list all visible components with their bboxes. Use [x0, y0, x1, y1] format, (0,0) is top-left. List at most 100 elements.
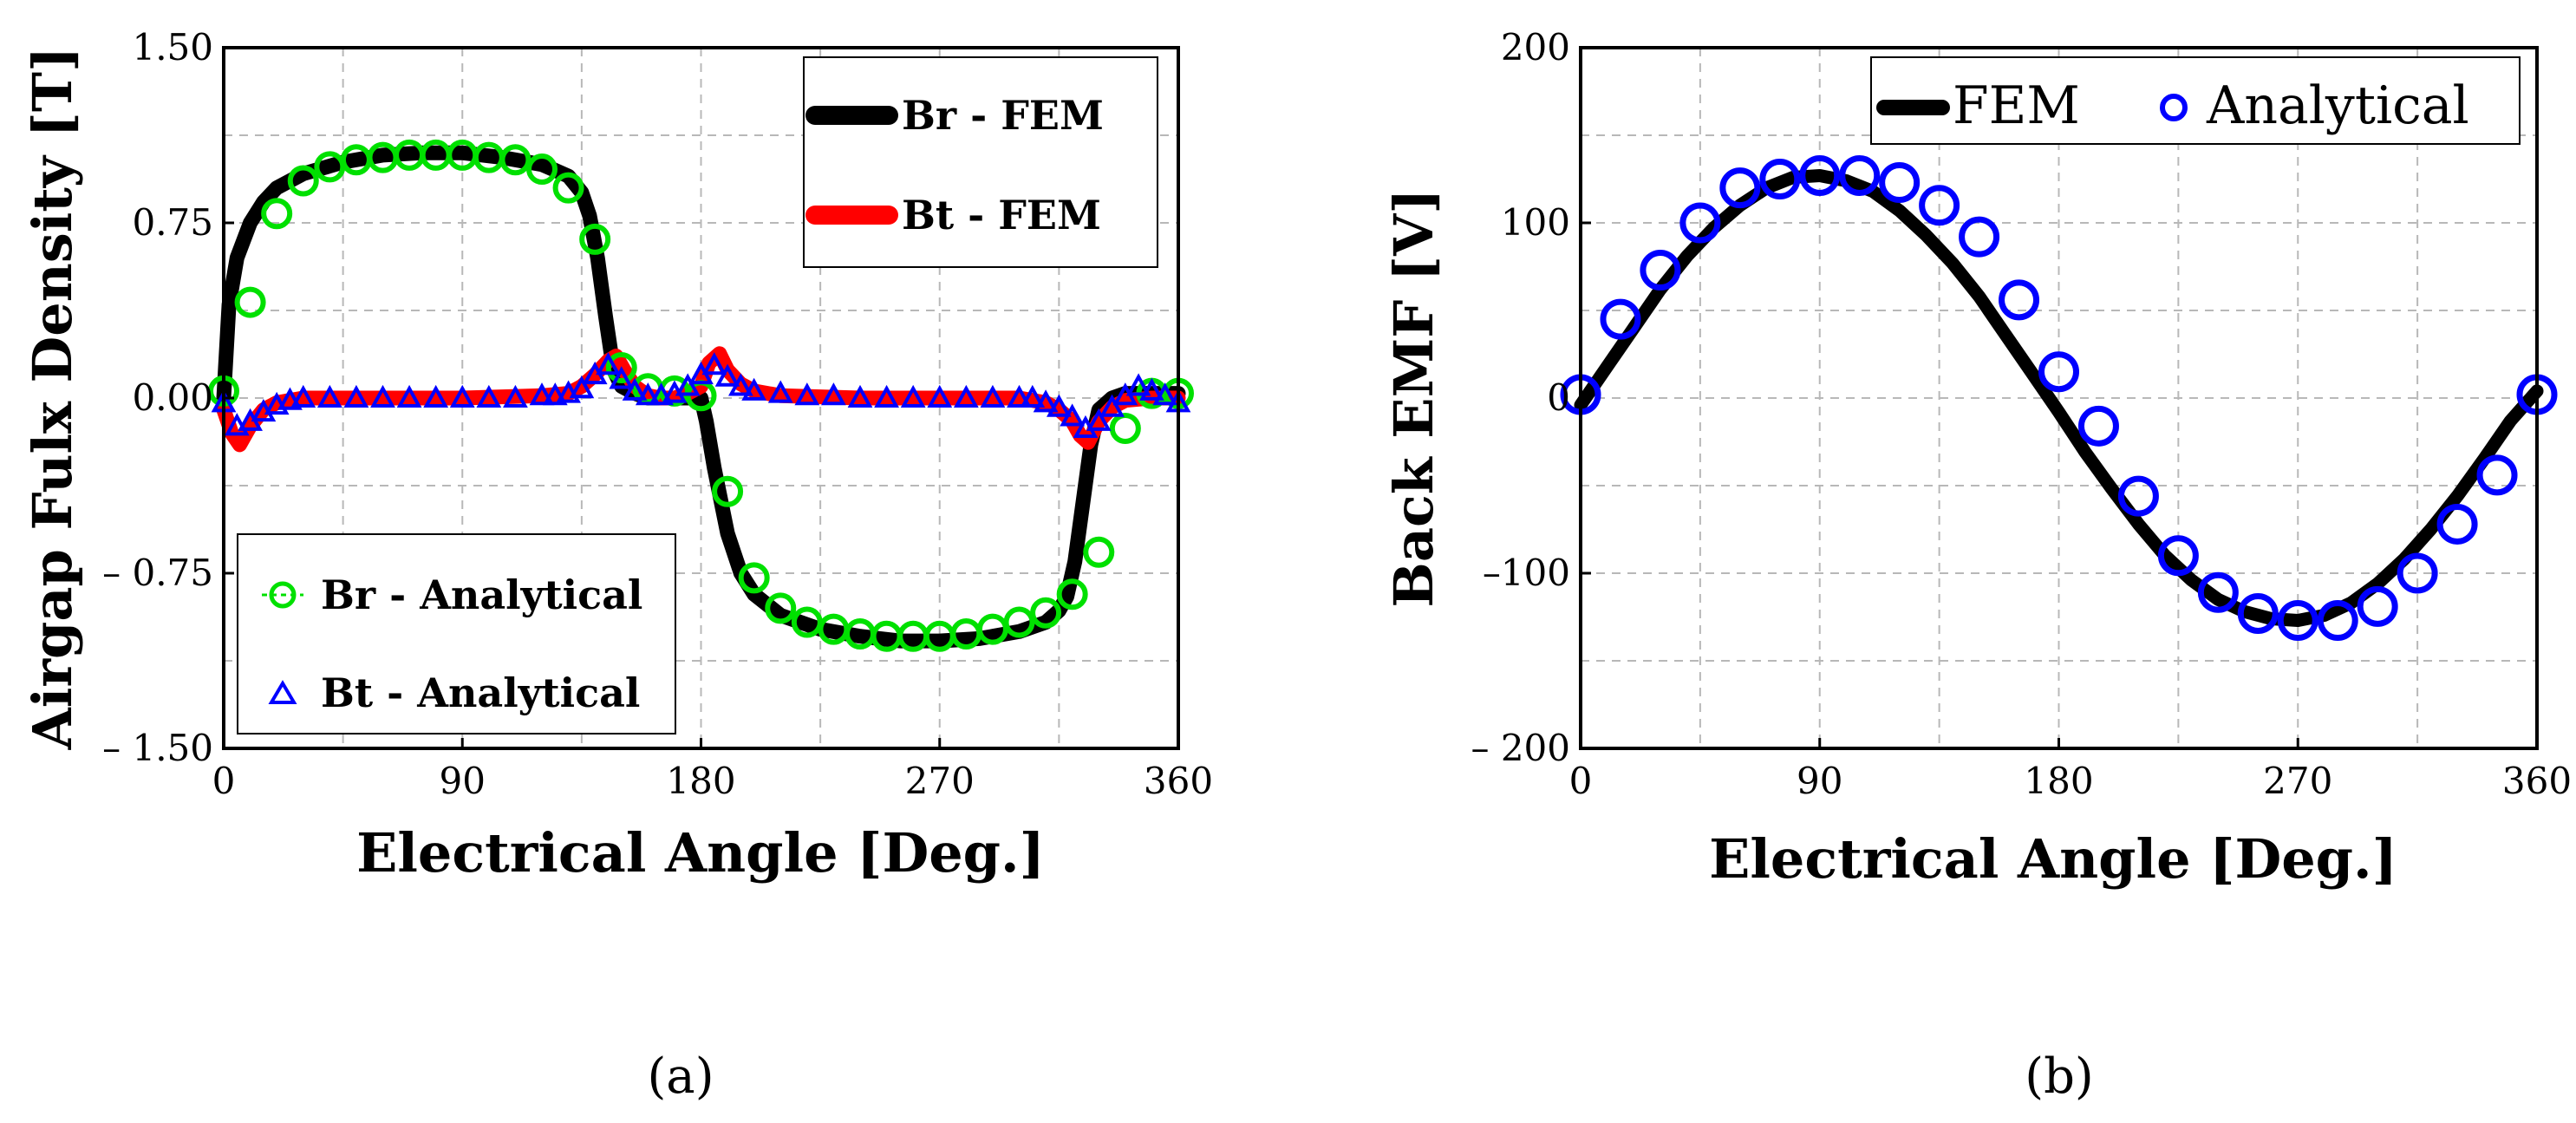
- point-bt-analytical: [635, 382, 661, 406]
- panel-a-legend-top: Br - FEM Bt - FEM: [803, 56, 1158, 268]
- point-bt-analytical: [874, 384, 899, 408]
- point-bt-analytical: [1152, 382, 1178, 406]
- point-bt-analytical: [622, 377, 648, 401]
- point-br-analytical: [1030, 597, 1062, 629]
- point-analytical: [2237, 592, 2279, 634]
- y-tick-label: 1.50: [132, 26, 213, 69]
- point-bt-analytical: [529, 382, 555, 406]
- panel-a-y-axis-label: Airgap Fulx Density [T]: [21, 47, 84, 751]
- point-br-analytical: [526, 153, 558, 186]
- point-br-analytical: [1083, 536, 1115, 568]
- x-tick-label: 90: [1797, 760, 1842, 802]
- point-bt-analytical: [701, 352, 727, 375]
- y-tick-label: – 1.50: [102, 727, 213, 769]
- point-analytical: [1759, 159, 1801, 199]
- point-analytical: [1719, 167, 1761, 209]
- panel-b-ticks: 0 90 180 270 360 – 200 –100 0 100 200: [1471, 26, 2572, 802]
- x-tick-label: 0: [212, 760, 236, 802]
- panel-b-legend-box: [1870, 56, 2521, 145]
- point-bt-analytical: [649, 382, 675, 406]
- point-br-analytical: [1109, 413, 1141, 445]
- point-bt-analytical: [767, 380, 793, 403]
- point-analytical: [2197, 571, 2239, 613]
- point-analytical: [1640, 250, 1681, 291]
- point-bt-analytical: [1086, 408, 1112, 431]
- legend-label-fem: FEM: [1953, 75, 2080, 136]
- point-br-analytical: [499, 144, 532, 176]
- x-tick-label: 180: [2024, 760, 2093, 802]
- legend-label-br-analytical: Br - Analytical: [321, 571, 642, 618]
- panel-a-x-axis-label: Electrical Angle [Deg.]: [356, 821, 1045, 885]
- point-br-analytical: [1056, 578, 1088, 610]
- legend-marker-bt-analytical: [268, 680, 297, 704]
- point-analytical: [1799, 154, 1841, 196]
- y-tick-label: 0.00: [132, 376, 213, 419]
- x-tick-label: 0: [1569, 760, 1593, 802]
- point-bt-analytical: [727, 373, 753, 396]
- point-br-analytical: [1003, 606, 1035, 638]
- point-bt-analytical: [900, 384, 926, 408]
- point-bt-analytical: [609, 366, 635, 389]
- point-bt-analytical: [370, 384, 395, 408]
- point-bt-analytical: [1139, 377, 1164, 401]
- x-tick-label: 270: [905, 760, 975, 802]
- y-tick-label: –100: [1483, 552, 1570, 594]
- legend-label-bt-analytical: Bt - Analytical: [321, 669, 640, 716]
- legend-label-analytical: Analytical: [2206, 75, 2469, 136]
- point-analytical: [2317, 600, 2358, 642]
- point-bt-analytical: [794, 382, 820, 406]
- x-tick-label: 360: [2502, 760, 2572, 802]
- point-analytical: [2077, 405, 2119, 447]
- point-bt-analytical: [821, 382, 846, 406]
- point-bt-analytical: [316, 384, 342, 408]
- panel-b-grid: [1581, 48, 2537, 748]
- y-tick-label: 100: [1501, 201, 1570, 244]
- point-analytical: [1999, 279, 2040, 321]
- panel-a-ticks: 0 90 180 270 360 – 1.50 – 0.75 0.00 0.75 1.50: [102, 26, 1213, 802]
- panel-a-legend-top-box: [803, 56, 1158, 268]
- point-bt-analytical: [596, 352, 621, 375]
- y-tick-label: 200: [1501, 26, 1570, 69]
- y-tick-label: 0: [1547, 376, 1570, 419]
- point-bt-analytical: [1020, 384, 1046, 408]
- point-bt-analytical: [714, 363, 740, 387]
- point-br-analytical: [261, 198, 293, 230]
- point-br-analytical: [738, 562, 770, 594]
- point-bt-analytical: [449, 384, 475, 408]
- point-bt-analytical: [927, 384, 953, 408]
- point-analytical: [2357, 585, 2398, 627]
- point-bt-analytical: [1060, 403, 1086, 427]
- point-bt-analytical: [1046, 394, 1072, 417]
- point-analytical: [2436, 503, 2478, 545]
- point-br-analytical: [605, 351, 637, 383]
- legend-marker-analytical: [2160, 94, 2188, 121]
- point-analytical: [2117, 475, 2159, 517]
- point-bt-analytical: [1099, 394, 1125, 417]
- legend-label-br-fem: Br - FEM: [902, 92, 1104, 139]
- point-analytical: [1600, 298, 1641, 340]
- point-analytical: [2277, 600, 2318, 642]
- panel-b-x-axis-label: Electrical Angle [Deg.]: [1709, 827, 2397, 891]
- panel-a-legend-bottom: Br - Analytical Bt - Analytical: [237, 533, 676, 735]
- y-tick-label: – 0.75: [102, 552, 213, 594]
- point-analytical: [1879, 162, 1921, 204]
- point-bt-analytical: [343, 384, 369, 408]
- point-br-analytical: [765, 592, 797, 624]
- point-br-analytical: [234, 286, 266, 318]
- point-br-analytical: [552, 172, 584, 204]
- point-bt-analytical: [503, 384, 528, 408]
- x-tick-label: 90: [440, 760, 486, 802]
- point-bt-analytical: [953, 384, 979, 408]
- point-bt-analytical: [277, 387, 303, 410]
- point-bt-analytical: [847, 384, 873, 408]
- point-br-analytical: [712, 475, 744, 507]
- x-tick-label: 270: [2263, 760, 2332, 802]
- point-bt-analytical: [980, 384, 1006, 408]
- panel-a-legend-bottom-box: [237, 533, 676, 735]
- panel-b: 0 90 180 270 360 – 200 –100 0 100 200 Electrical …: [1382, 26, 2572, 1105]
- point-bt-analytical: [1007, 384, 1032, 408]
- panel-b-y-axis-label: Back EMF [V]: [1382, 188, 1445, 607]
- panel-b-legend: FEM Analytical: [1870, 56, 2521, 145]
- y-tick-label: – 200: [1471, 727, 1570, 769]
